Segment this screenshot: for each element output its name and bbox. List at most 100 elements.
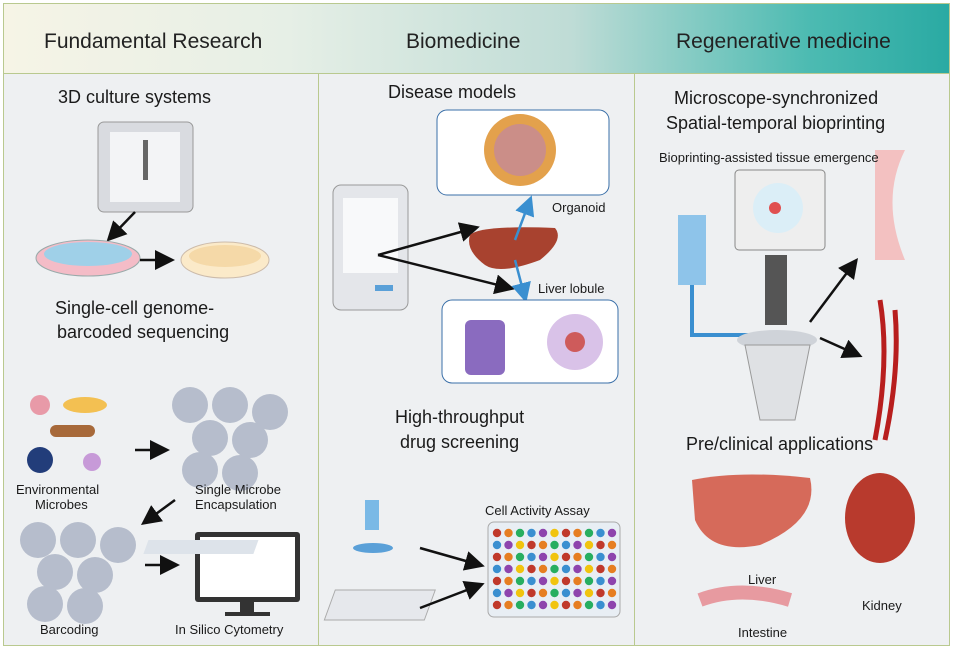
well (607, 600, 617, 610)
drug-screening-title-1: High-throughput (395, 407, 525, 427)
drug-screening-title-2: drug screening (400, 432, 520, 452)
bioprinting-title-1: Microscope-synchronized (674, 88, 879, 108)
well (527, 588, 536, 598)
3d-printer-icon (97, 121, 194, 213)
well (504, 552, 513, 562)
well (538, 564, 548, 574)
well (561, 576, 571, 586)
well (573, 588, 582, 598)
well (596, 564, 605, 574)
well (492, 552, 502, 562)
well (538, 528, 548, 538)
well (550, 588, 559, 598)
well (584, 528, 594, 538)
well (492, 576, 502, 586)
well (504, 528, 513, 538)
well (573, 600, 582, 610)
well (584, 576, 594, 586)
well (607, 552, 617, 562)
header-regenerative-medicine: Regenerative medicine (676, 30, 891, 53)
well (504, 564, 513, 574)
liver-organ-icon (692, 474, 812, 548)
label-intestine: Intestine (738, 625, 788, 640)
well (492, 528, 502, 538)
header-banner: Fundamental Research Biomedicine Regener… (3, 3, 950, 75)
well (527, 576, 536, 586)
label-microbes: Microbes (35, 497, 88, 512)
well (527, 528, 536, 538)
well (573, 552, 582, 562)
label-cell-activity-assay: Cell Activity Assay (485, 503, 590, 518)
well (561, 588, 571, 598)
bioprinting-title-2: Spatial-temporal bioprinting (666, 113, 886, 133)
well (550, 540, 559, 550)
well (584, 564, 594, 574)
well (538, 600, 548, 610)
well (527, 552, 536, 562)
well (515, 600, 525, 610)
well (492, 600, 502, 610)
droplet-encapsulation-icon (172, 387, 288, 491)
liver-lobule-icon (465, 314, 603, 375)
well (596, 576, 605, 586)
well (538, 552, 548, 562)
label-single-microbe: Single Microbe (195, 482, 281, 497)
well (538, 540, 548, 550)
well (573, 576, 582, 586)
well (596, 552, 605, 562)
dispenser-icon (143, 500, 393, 554)
well (538, 576, 548, 586)
well (515, 588, 525, 598)
label-liver: Liver (748, 572, 777, 587)
well (561, 528, 571, 538)
well (573, 528, 582, 538)
well (561, 600, 571, 610)
well (584, 540, 594, 550)
bioprinter-icon (332, 184, 409, 311)
syringe-icon (678, 215, 760, 337)
microbes-icon (27, 395, 107, 473)
well (607, 588, 617, 598)
well (584, 600, 594, 610)
well (492, 564, 502, 574)
well (596, 540, 605, 550)
disease-models-title: Disease models (388, 82, 517, 102)
well (561, 552, 571, 562)
intestine-tissue-icon (875, 150, 905, 260)
well (504, 588, 513, 598)
well (527, 600, 536, 610)
well (573, 540, 582, 550)
label-kidney: Kidney (862, 598, 902, 613)
vessel-icon (872, 299, 899, 441)
well (607, 540, 617, 550)
well (607, 564, 617, 574)
well (515, 564, 525, 574)
well (550, 564, 559, 574)
tissue-emergence-subtitle: Bioprinting-assisted tissue emergence (659, 150, 879, 165)
header-biomedicine: Biomedicine (406, 30, 521, 53)
intestine-organ-icon (697, 585, 793, 607)
well (596, 588, 605, 598)
label-encapsulation: Encapsulation (195, 497, 277, 512)
3d-culture-title: 3D culture systems (58, 87, 212, 107)
well (550, 528, 559, 538)
well (527, 564, 536, 574)
monitor-icon (734, 169, 826, 251)
well (492, 588, 502, 598)
well (515, 528, 525, 538)
well (538, 588, 548, 598)
well (550, 600, 559, 610)
well (504, 540, 513, 550)
microfluidic-chip-icon (323, 589, 436, 621)
microscope-icon (737, 255, 817, 421)
well (515, 576, 525, 586)
barcoded-droplets-icon (20, 522, 136, 624)
label-environmental: Environmental (16, 482, 100, 497)
header-fundamental-research: Fundamental Research (44, 30, 263, 53)
well (607, 528, 617, 538)
well (527, 540, 536, 550)
kidney-icon (845, 473, 915, 563)
label-liver-lobule: Liver lobule (538, 281, 605, 296)
